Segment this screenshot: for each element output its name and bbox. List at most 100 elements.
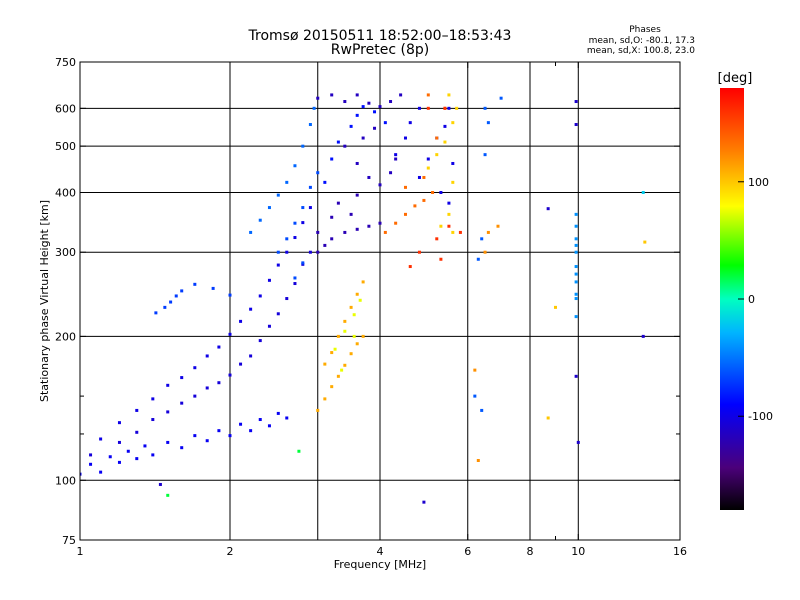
data-point: [403, 136, 407, 140]
data-point: [117, 440, 121, 444]
data-point: [403, 212, 407, 216]
data-point: [316, 171, 320, 175]
data-point: [343, 329, 347, 333]
data-point: [378, 183, 382, 187]
data-point: [193, 434, 197, 438]
data-point: [439, 257, 443, 261]
data-point: [276, 263, 280, 267]
data-point: [349, 352, 353, 356]
data-point: [422, 198, 426, 202]
data-point: [451, 121, 455, 125]
data-point: [293, 164, 297, 168]
data-point: [486, 121, 490, 125]
data-point: [126, 449, 130, 453]
data-point: [293, 236, 297, 240]
data-point: [276, 193, 280, 197]
data-point: [323, 180, 327, 184]
x-axis-label: Frequency [MHz]: [334, 558, 426, 571]
data-point: [258, 339, 262, 343]
data-point: [330, 385, 334, 389]
data-point: [426, 157, 430, 161]
data-point: [336, 334, 340, 338]
data-point: [355, 193, 359, 197]
data-point: [293, 221, 297, 225]
data-point: [378, 105, 382, 109]
data-point: [378, 221, 382, 225]
data-point: [358, 298, 362, 302]
data-point: [308, 123, 312, 127]
data-point: [166, 440, 170, 444]
y-tick-label: 100: [55, 474, 76, 487]
data-point: [451, 230, 455, 234]
data-point: [239, 422, 243, 426]
data-point: [193, 366, 197, 370]
data-point: [426, 93, 430, 97]
data-point: [383, 121, 387, 125]
stats-header: Phases: [629, 25, 661, 35]
data-point: [476, 458, 480, 462]
data-point: [480, 408, 484, 412]
x-tick-label: 10: [571, 545, 585, 558]
x-tick-label: 1: [77, 545, 84, 558]
data-point: [205, 386, 209, 390]
data-point: [426, 106, 430, 110]
data-point: [336, 201, 340, 205]
data-point: [330, 215, 334, 219]
data-point: [80, 472, 82, 476]
data-point: [267, 206, 271, 210]
data-point: [169, 300, 173, 304]
data-point: [546, 416, 550, 420]
data-point: [228, 332, 232, 336]
data-point: [367, 224, 371, 228]
data-point: [276, 411, 280, 415]
data-point: [217, 381, 221, 385]
data-point: [135, 457, 139, 461]
data-point: [574, 272, 578, 276]
data-point: [361, 136, 365, 140]
data-point: [546, 207, 550, 211]
data-point: [258, 418, 262, 422]
stats-line-o: mean, sd,O: -80.1, 17.3: [589, 36, 695, 46]
data-point: [205, 439, 209, 443]
data-point: [217, 345, 221, 349]
data-point: [439, 224, 443, 228]
x-tick-label: 4: [377, 545, 384, 558]
data-point: [574, 250, 578, 254]
data-point: [143, 444, 147, 448]
y-tick-label: 500: [55, 140, 76, 153]
data-point: [641, 334, 645, 338]
x-tick-label: 8: [527, 545, 534, 558]
data-point: [333, 347, 337, 351]
data-point: [158, 482, 162, 486]
data-point: [211, 286, 215, 290]
data-point: [249, 354, 253, 358]
data-point: [394, 157, 398, 161]
data-point: [267, 424, 271, 428]
data-point: [180, 401, 184, 405]
data-point: [355, 227, 359, 231]
data-point: [285, 250, 289, 254]
data-point: [473, 394, 477, 398]
data-point: [451, 180, 455, 184]
data-point: [323, 397, 327, 401]
data-point: [447, 224, 451, 228]
chart-subtitle: RwPretec (8p): [331, 42, 429, 58]
x-tick-label: 6: [464, 545, 471, 558]
data-point: [308, 206, 312, 210]
data-point: [499, 96, 503, 100]
data-point: [249, 307, 253, 311]
data-point: [267, 324, 271, 328]
data-point: [431, 190, 435, 194]
colorbar-tick-label: -100: [748, 410, 773, 423]
data-point: [451, 161, 455, 165]
data-point: [285, 180, 289, 184]
data-point: [117, 421, 121, 425]
data-point: [483, 250, 487, 254]
data-point: [574, 243, 578, 247]
data-point: [413, 204, 417, 208]
y-tick-label: 300: [55, 246, 76, 259]
data-point: [352, 313, 356, 317]
colorbar-label: [deg]: [718, 71, 753, 86]
data-point: [426, 166, 430, 170]
data-point: [355, 292, 359, 296]
